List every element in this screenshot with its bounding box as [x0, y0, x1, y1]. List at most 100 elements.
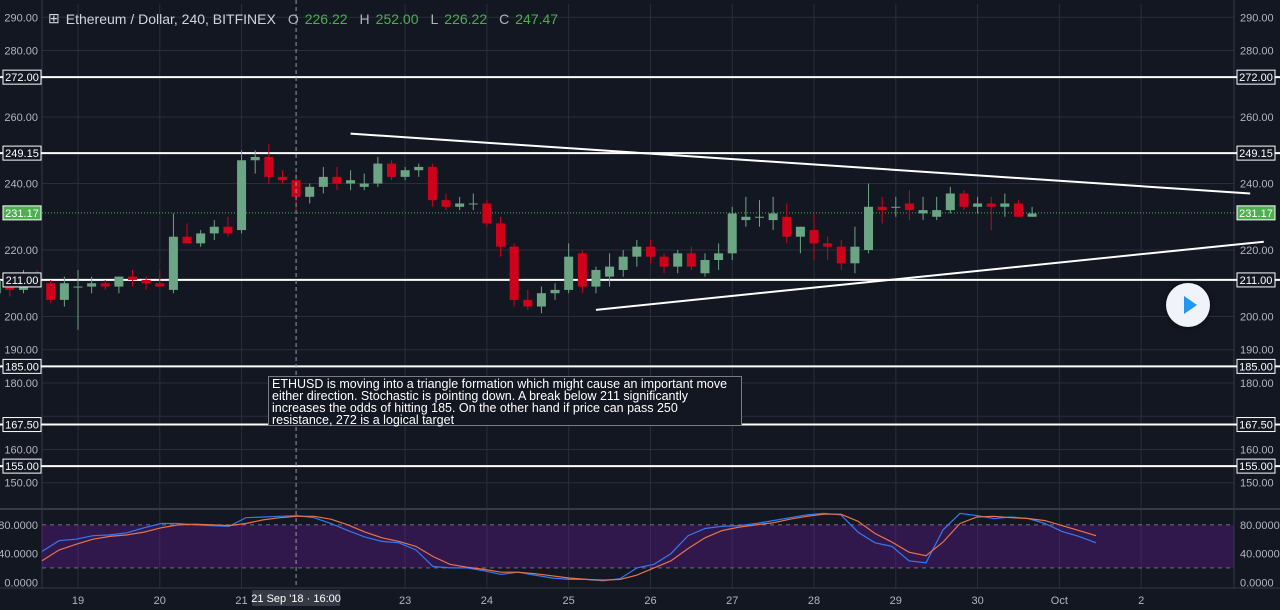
high-value: 252.00 — [375, 10, 419, 27]
candle-up — [346, 180, 356, 184]
candle-up — [795, 226, 805, 237]
candle-down — [659, 256, 669, 267]
candle-up — [1000, 203, 1010, 207]
x-tick-label: 27 — [726, 595, 738, 607]
level-label-right: 211.00 — [1240, 275, 1273, 287]
stoch-tick-label-left: 80.0000 — [0, 520, 38, 532]
level-label-right-box — [1236, 417, 1276, 433]
stoch-tick-label-right: 80.0000 — [1240, 520, 1280, 532]
candle-up — [87, 283, 97, 287]
symbol-legend: ⊞ Ethereum / Dollar, 240, BITFINEX O 226.… — [48, 10, 558, 27]
analysis-note[interactable]: ETHUSD is moving into a triangle formati… — [268, 376, 742, 426]
candle-up — [891, 206, 901, 208]
candle-down — [46, 283, 56, 300]
y-tick-label-left: 220.00 — [4, 245, 38, 257]
candle-down — [141, 279, 151, 284]
candle-down — [100, 283, 110, 287]
candle-down — [577, 253, 587, 287]
candle-down — [182, 236, 192, 244]
candle-down — [223, 226, 233, 234]
chart-grid — [0, 0, 1280, 589]
open-value: 226.22 — [304, 10, 348, 27]
candle-up — [114, 276, 124, 287]
x-tick-label: 28 — [808, 595, 820, 607]
candle-up — [400, 170, 410, 177]
candle-up — [0, 279, 1, 294]
candle-up — [73, 286, 83, 288]
candle-down — [523, 299, 533, 307]
level-label-right-box — [1236, 358, 1276, 374]
y-tick-label-left: 150.00 — [4, 478, 38, 490]
x-tick-label: Oct — [1051, 595, 1068, 607]
price-axes[interactable]: 290.00 290.00 280.00 280.00 260.00 260.00 240.… — [0, 12, 1280, 589]
candle-down — [809, 230, 819, 244]
candle-down — [386, 163, 396, 177]
stochastic-band — [42, 524, 1234, 568]
candle-up — [618, 256, 628, 270]
candle-down — [496, 223, 506, 247]
stochastic-k-line — [41, 512, 1097, 582]
play-icon — [1184, 296, 1197, 314]
x-tick-label: 24 — [481, 595, 493, 607]
candle-down — [686, 253, 696, 267]
symbol-title[interactable]: Ethereum / Dollar, 240, BITFINEX — [65, 10, 276, 27]
low-value: 226.22 — [444, 10, 488, 27]
level-label-right-box — [1236, 69, 1276, 85]
stoch-tick-label-right: 40.0000 — [1240, 549, 1280, 561]
candle-down — [645, 246, 655, 257]
candle-up — [918, 210, 928, 214]
candle-up — [605, 266, 615, 277]
add-symbol-icon[interactable]: ⊞ — [48, 10, 60, 26]
level-label-right-box — [1236, 145, 1276, 161]
x-tick-label: 30 — [971, 595, 983, 607]
x-tick-label: 25 — [563, 595, 575, 607]
candle-up — [414, 166, 424, 171]
candle-down — [836, 246, 846, 264]
candle-down — [128, 276, 138, 280]
x-tick-label: 19 — [72, 595, 84, 607]
candle-up — [755, 216, 764, 218]
candle-up — [714, 253, 724, 260]
level-label-left: 249.15 — [5, 148, 39, 160]
level-label-left-box — [2, 458, 42, 474]
candle-up — [359, 183, 369, 187]
stoch-tick-label-right: 0.0000 — [1240, 577, 1274, 589]
close-label: C — [499, 10, 510, 27]
stoch-tick-label-left: 40.0000 — [0, 549, 38, 561]
y-tick-label-left: 290.00 — [4, 12, 38, 24]
level-label-right: 249.15 — [1239, 148, 1273, 160]
candle-up — [1027, 213, 1037, 217]
candle-down — [482, 203, 492, 224]
candle-down — [782, 216, 792, 237]
x-tick-label: 2 — [1138, 595, 1144, 607]
replay-button[interactable] — [1166, 283, 1210, 327]
candle-up — [59, 283, 69, 300]
candle-up — [250, 156, 260, 161]
y-tick-label-right: 290.00 — [1240, 12, 1274, 24]
candle-down — [904, 203, 914, 211]
candle-up — [564, 256, 574, 290]
level-label-left-box — [2, 417, 42, 433]
x-tick-label: 21 — [235, 595, 247, 607]
high-label: H — [359, 10, 370, 27]
current-price-label-right-box — [1236, 205, 1276, 221]
time-axis[interactable]: 19 20 21 23 24 25 26 27 28 29 30 Oct 2 21 Sep '18 · 1… — [72, 590, 1144, 607]
x-tick-label: 20 — [154, 595, 166, 607]
candle-down — [823, 243, 833, 247]
candle-up — [741, 216, 751, 221]
level-label-right-box — [1236, 272, 1276, 288]
candle-up — [700, 259, 710, 274]
level-label-right: 155.00 — [1239, 461, 1273, 473]
candle-down — [291, 180, 301, 197]
triangle-trendlines[interactable] — [350, 132, 1264, 311]
candle-down — [441, 200, 451, 207]
level-label-left: 155.00 — [5, 461, 39, 473]
stochastic-d-line — [41, 513, 1097, 581]
x-tick-label: 23 — [399, 595, 411, 607]
candlestick-series — [0, 143, 1037, 330]
level-label-left-box — [2, 145, 42, 161]
candle-up — [209, 226, 219, 234]
y-tick-label-left: 280.00 — [4, 46, 38, 58]
candle-down — [332, 176, 342, 184]
